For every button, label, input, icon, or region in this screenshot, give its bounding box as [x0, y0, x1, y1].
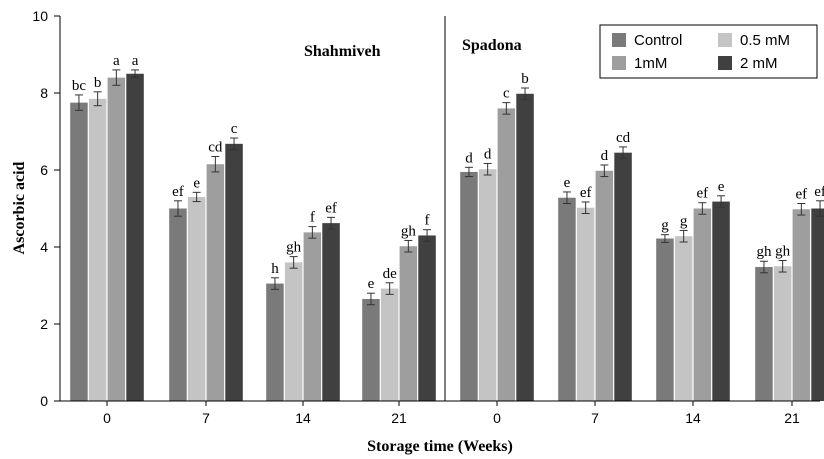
bar-spadona-1mm-week0 [497, 108, 516, 402]
bar-shahmiveh-2mm-week0 [126, 73, 144, 401]
legend-swatch-05mm [718, 33, 732, 47]
x-axis-title: Storage time (Weeks) [367, 438, 513, 455]
bar-spadona-control-week0 [460, 171, 478, 401]
bar-shahmiveh-1mm-week14 [303, 232, 322, 401]
bar-shahmiveh-control-week0 [70, 102, 88, 402]
x-tick-label-spadona-21: 21 [784, 410, 800, 426]
significance-letter: a [113, 53, 120, 69]
significance-letter: a [132, 53, 139, 69]
significance-letter: d [465, 150, 473, 166]
significance-letter: ef [172, 184, 184, 200]
x-tick-label-shahmiveh-7: 7 [202, 410, 210, 426]
bar-shahmiveh-2mm-week14 [322, 223, 340, 401]
significance-letter: gh [286, 240, 302, 256]
significance-letter: f [310, 210, 315, 226]
significance-letter: b [94, 75, 102, 91]
y-tick-label-2: 2 [40, 316, 48, 332]
legend-swatch-2mm [718, 56, 732, 70]
bar-shahmiveh-1mm-week0 [107, 77, 126, 401]
significance-letter: e [564, 175, 571, 191]
bar-spadona-2mm-week0 [516, 93, 534, 402]
y-tick-label-0: 0 [40, 393, 48, 409]
bar-shahmiveh-05mm-week21 [380, 288, 399, 401]
bar-spadona-05mm-week14 [674, 236, 693, 401]
significance-letter: g [680, 213, 688, 229]
significance-letter: c [231, 121, 238, 137]
bar-spadona-05mm-week0 [478, 169, 497, 401]
bar-shahmiveh-control-week14 [266, 283, 284, 401]
significance-letter: g [661, 218, 669, 234]
bar-spadona-1mm-week7 [595, 170, 614, 401]
x-tick-label-shahmiveh-21: 21 [391, 410, 407, 426]
significance-letter: ef [580, 185, 592, 201]
significance-letter: ef [325, 200, 337, 216]
significance-letter: ef [796, 186, 808, 202]
significance-letter: bc [72, 78, 87, 94]
x-tick-label-spadona-7: 7 [591, 410, 599, 426]
significance-letter: e [718, 179, 725, 195]
x-ticks-layer: 0 7 14 21 0 7 14 21 [103, 401, 800, 426]
y-tick-label-6: 6 [40, 162, 48, 178]
legend-swatch-1mm [612, 56, 626, 70]
y-tick-label-10: 10 [32, 8, 48, 24]
bar-spadona-05mm-week21 [773, 266, 792, 401]
bar-spadona-control-week14 [656, 238, 674, 401]
bar-shahmiveh-control-week21 [362, 298, 380, 401]
bar-spadona-control-week7 [558, 197, 576, 401]
bar-shahmiveh-05mm-week7 [187, 196, 206, 401]
significance-letter: gh [756, 244, 772, 260]
significance-letter: d [601, 148, 609, 164]
significance-letter: c [503, 86, 510, 102]
bar-spadona-2mm-week14 [712, 201, 730, 401]
legend-label-05mm: 0.5 mM [740, 32, 790, 49]
significance-letter: ef [814, 184, 824, 200]
bars-layer [70, 73, 824, 402]
x-tick-label-spadona-0: 0 [493, 410, 501, 426]
x-tick-label-shahmiveh-14: 14 [295, 410, 311, 426]
bar-shahmiveh-05mm-week0 [88, 98, 107, 401]
significance-letter: b [521, 71, 529, 87]
legend-swatch-control [612, 33, 626, 47]
bar-spadona-05mm-week7 [576, 207, 595, 401]
bar-spadona-2mm-week21 [811, 208, 824, 401]
legend-label-2mm: 2 mM [740, 55, 778, 72]
panel-title-shahmiveh: Shahmiveh [304, 43, 381, 60]
significance-letter: cd [616, 130, 631, 146]
legend: Control 0.5 mM 1mM 2 mM [599, 24, 818, 79]
error-bars-layer [74, 69, 824, 306]
bar-shahmiveh-2mm-week7 [225, 143, 243, 401]
bar-spadona-control-week21 [755, 267, 773, 401]
significance-letter: gh [401, 223, 417, 239]
y-ticks-layer: 0 2 4 6 8 10 [32, 8, 60, 409]
significance-letter: h [271, 261, 279, 277]
significance-letter: ef [697, 186, 709, 202]
y-tick-label-8: 8 [40, 85, 48, 101]
significance-letter: e [193, 175, 200, 191]
bar-shahmiveh-1mm-week7 [206, 164, 225, 401]
bar-shahmiveh-1mm-week21 [399, 246, 418, 401]
legend-label-1mm: 1mM [634, 55, 667, 72]
significance-letter: gh [775, 243, 791, 259]
y-axis-title: Ascorbic acid [11, 161, 28, 254]
significance-letter: cd [208, 140, 223, 156]
bar-shahmiveh-05mm-week14 [284, 262, 303, 401]
bar-shahmiveh-2mm-week21 [418, 235, 436, 401]
bar-spadona-1mm-week14 [693, 208, 712, 401]
panel-title-spadona: Spadona [462, 37, 522, 54]
significance-letter: e [368, 276, 375, 292]
bar-spadona-1mm-week21 [792, 209, 811, 401]
legend-frame [599, 24, 818, 79]
significance-letter: de [383, 266, 398, 282]
bar-shahmiveh-control-week7 [169, 208, 187, 401]
x-tick-label-shahmiveh-0: 0 [103, 410, 111, 426]
significance-letter: d [484, 146, 492, 162]
significance-letter: f [425, 213, 430, 229]
y-tick-label-4: 4 [40, 239, 48, 255]
x-tick-label-spadona-14: 14 [685, 410, 701, 426]
legend-label-control: Control [634, 32, 682, 49]
bar-spadona-2mm-week7 [614, 152, 632, 401]
